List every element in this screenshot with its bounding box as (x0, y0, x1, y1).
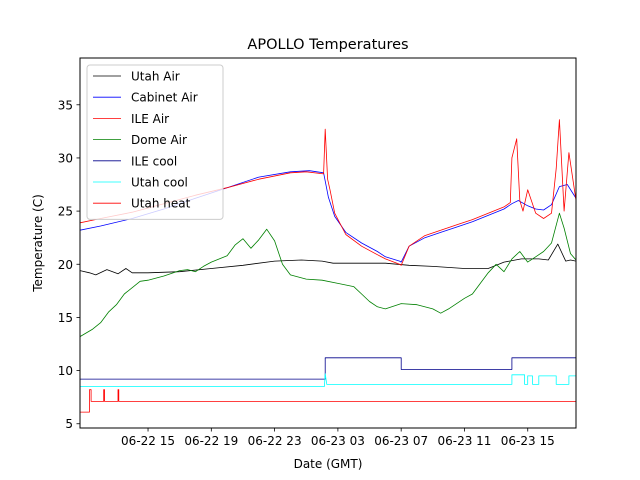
legend-label: Utah Air (131, 70, 180, 84)
y-axis-label: Temperature (C) (31, 194, 45, 293)
y-tick-label: 30 (58, 151, 73, 165)
y-tick-label: 10 (58, 364, 73, 378)
legend: Utah Air Cabinet Air ILE Air Dome Air ILE co… (86, 64, 224, 220)
series-line-cabinet-air (80, 170, 576, 263)
series-line-utah-air (80, 243, 576, 276)
x-tick-label: 06-23 15 (501, 434, 555, 448)
x-axis-label: Date (GMT) (294, 457, 363, 471)
y-tick-label: 25 (58, 205, 73, 219)
x-tick-label: 06-23 07 (374, 434, 428, 448)
x-tick-label: 06-22 19 (184, 434, 238, 448)
y-axis-ticks: 5 10 15 20 25 30 35 (58, 98, 80, 431)
y-tick-label: 15 (58, 311, 73, 325)
legend-label: Dome Air (131, 133, 187, 147)
legend-label: Utah heat (131, 197, 191, 211)
data-layer (80, 119, 576, 413)
y-tick-label: 35 (58, 98, 73, 112)
x-tick-label: 06-22 23 (248, 434, 302, 448)
legend-label: ILE cool (131, 154, 177, 168)
y-tick-label: 20 (58, 258, 73, 272)
chart-title: APOLLO Temperatures (247, 37, 408, 53)
series-line-ile-air (80, 119, 576, 266)
legend-label: ILE Air (131, 112, 169, 126)
x-axis-ticks: 06-22 15 06-22 19 06-22 23 06-23 03 06-23 07… (121, 428, 555, 448)
x-tick-label: 06-22 15 (121, 434, 175, 448)
legend-label: Cabinet Air (131, 91, 198, 105)
y-tick-label: 5 (65, 417, 73, 431)
x-tick-label: 06-23 03 (311, 434, 365, 448)
series-line-utah-cool (80, 373, 576, 387)
series-line-utah-heat (80, 389, 576, 413)
plot-frame (79, 57, 577, 429)
legend-box (86, 64, 224, 220)
x-tick-label: 06-23 11 (437, 434, 491, 448)
series-line-dome-air (80, 212, 576, 337)
legend-label: Utah cool (131, 176, 188, 190)
